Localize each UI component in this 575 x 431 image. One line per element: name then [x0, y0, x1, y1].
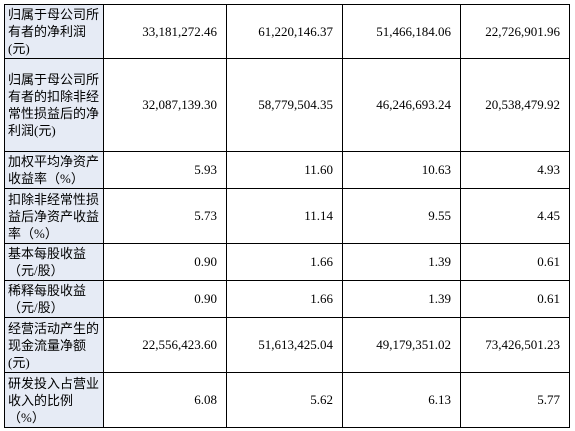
cell-value: 0.90 [103, 280, 227, 318]
cell-value: 22,726,901.96 [460, 4, 570, 59]
cell-value: 33,181,272.46 [103, 4, 227, 59]
cell-value: 1.66 [226, 243, 343, 281]
cell-value: 5.77 [460, 372, 570, 428]
cell-value: 32,087,139.30 [103, 58, 227, 152]
cell-value: 46,246,693.24 [342, 58, 461, 152]
cell-value: 5.93 [103, 151, 227, 189]
cell-value: 6.13 [342, 372, 461, 428]
table-row-rd-ratio: 研发投入占营业收入的比例（%） 6.08 5.62 6.13 5.77 [4, 372, 570, 428]
cell-value: 4.45 [460, 188, 570, 244]
row-label: 稀释每股收益（元/股） [4, 280, 104, 318]
row-label: 基本每股收益（元/股） [4, 243, 104, 281]
table-row-operating-cash-flow: 经营活动产生的现金流量净额(元) 22,556,423.60 51,613,42… [4, 317, 570, 373]
row-label: 归属于母公司所有者的扣除非经常性损益后的净利润(元) [4, 58, 104, 152]
cell-value: 58,779,504.35 [226, 58, 343, 152]
cell-value: 61,220,146.37 [226, 4, 343, 59]
cell-value: 51,613,425.04 [226, 317, 343, 373]
table-row-net-profit: 归属于母公司所有者的净利润(元) 33,181,272.46 61,220,14… [4, 4, 570, 59]
cell-value: 0.90 [103, 243, 227, 281]
table-row-weighted-roe: 加权平均净资产收益率（%） 5.93 11.60 10.63 4.93 [4, 151, 570, 189]
cell-value: 51,466,184.06 [342, 4, 461, 59]
cell-value: 5.62 [226, 372, 343, 428]
cell-value: 1.39 [342, 280, 461, 318]
cell-value: 1.39 [342, 243, 461, 281]
cell-value: 20,538,479.92 [460, 58, 570, 152]
table-row-adjusted-net-profit: 归属于母公司所有者的扣除非经常性损益后的净利润(元) 32,087,139.30… [4, 58, 570, 152]
cell-value: 10.63 [342, 151, 461, 189]
cell-value: 4.93 [460, 151, 570, 189]
cell-value: 0.61 [460, 243, 570, 281]
cell-value: 5.73 [103, 188, 227, 244]
cell-value: 1.66 [226, 280, 343, 318]
row-label: 扣除非经常性损益后净资产收益率（%） [4, 188, 104, 244]
cell-value: 49,179,351.02 [342, 317, 461, 373]
cell-value: 11.60 [226, 151, 343, 189]
row-label: 归属于母公司所有者的净利润(元) [4, 4, 104, 59]
cell-value: 9.55 [342, 188, 461, 244]
table-row-basic-eps: 基本每股收益（元/股） 0.90 1.66 1.39 0.61 [4, 243, 570, 281]
cell-value: 22,556,423.60 [103, 317, 227, 373]
cell-value: 11.14 [226, 188, 343, 244]
financial-indicators-table: 归属于母公司所有者的净利润(元) 33,181,272.46 61,220,14… [4, 4, 570, 428]
cell-value: 0.61 [460, 280, 570, 318]
row-label: 经营活动产生的现金流量净额(元) [4, 317, 104, 373]
row-label: 研发投入占营业收入的比例（%） [4, 372, 104, 428]
table-row-diluted-eps: 稀释每股收益（元/股） 0.90 1.66 1.39 0.61 [4, 280, 570, 318]
table-row-adjusted-roe: 扣除非经常性损益后净资产收益率（%） 5.73 11.14 9.55 4.45 [4, 188, 570, 244]
cell-value: 73,426,501.23 [460, 317, 570, 373]
cell-value: 6.08 [103, 372, 227, 428]
row-label: 加权平均净资产收益率（%） [4, 151, 104, 189]
